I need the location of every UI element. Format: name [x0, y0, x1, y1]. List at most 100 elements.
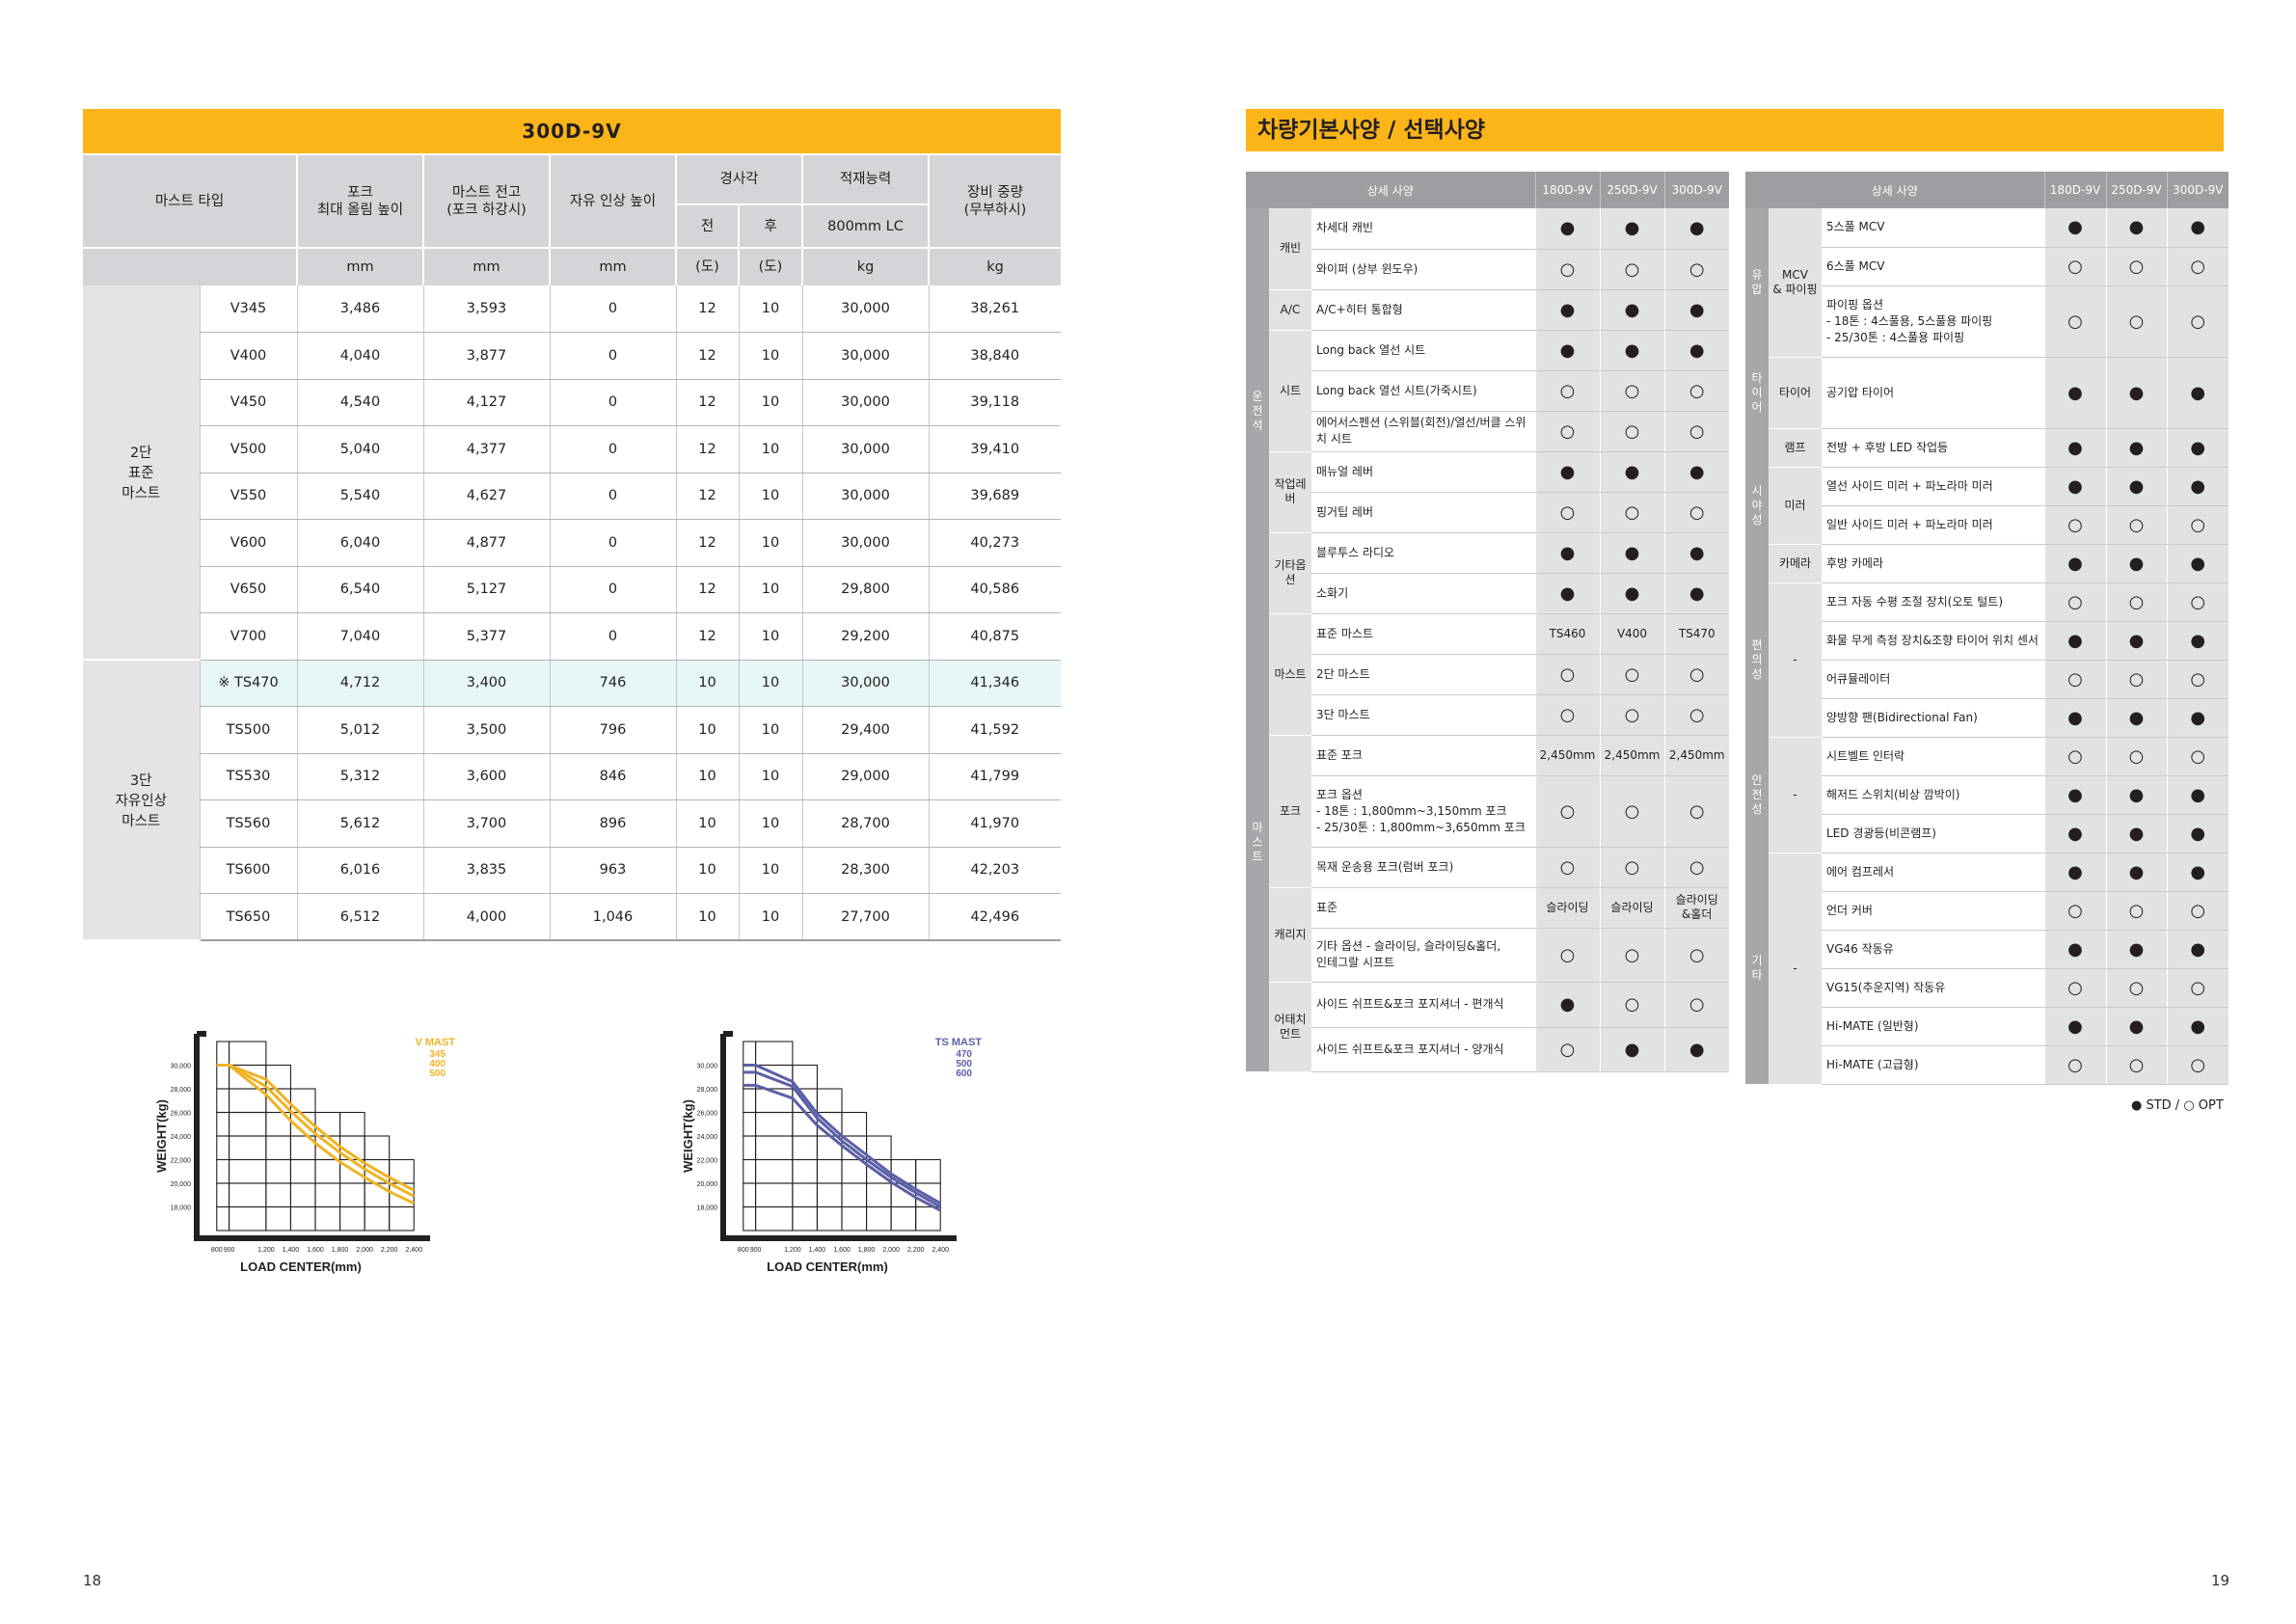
feature-item: 핑거팁 레버 — [1311, 492, 1536, 533]
std-mark: ● — [2105, 814, 2168, 853]
spec-value: 746 — [549, 660, 676, 707]
feature-row: 기타옵션 블루투스 라디오 ● ● ● — [1246, 532, 1730, 614]
feature-row: 카메라 후방 카메라 ● ● ● — [1745, 544, 2229, 583]
mast-model: TS560 — [199, 799, 297, 848]
grid-cell — [755, 1182, 794, 1208]
std-mark: ● — [2105, 621, 2168, 661]
spec-value: 5,127 — [422, 566, 550, 613]
spec-value: 30,000 — [801, 285, 929, 333]
grid-cell — [792, 1135, 818, 1161]
spec-value: 10 — [675, 847, 739, 894]
opt-mark: ○ — [1534, 249, 1601, 290]
spec-value: 846 — [549, 753, 676, 800]
feature-row: 언더 커버 ○ ○ ○ — [1745, 891, 2229, 931]
header-free-lift: 자유 인상 높이 — [549, 153, 676, 248]
table-row: TS600 6,016 3,835 963 10 10 28,300 42,203 — [83, 847, 1061, 894]
grid-cell — [265, 1064, 291, 1090]
grid-cell — [389, 1205, 415, 1232]
opt-mark: ○ — [2166, 891, 2229, 931]
unit-label: (도) — [738, 247, 802, 285]
feature-category: 편 의 성 — [1745, 582, 1769, 737]
spec-value: 12 — [675, 473, 739, 520]
std-mark: ● — [1534, 532, 1601, 574]
opt-mark: ○ — [1663, 775, 1730, 848]
header-model: 180D-9V — [1534, 172, 1601, 208]
feature-row: 포크 표준 포크 2,450mm 2,450mm 2,450mm — [1246, 735, 1730, 888]
feature-row: VG46 작동유 ● ● ● — [1745, 930, 2229, 969]
spec-value: 41,346 — [928, 660, 1061, 707]
feature-row: 3단 마스트 ○ ○ ○ — [1246, 694, 1730, 736]
y-axis-label: WEIGHT(kg) — [681, 1099, 695, 1173]
spec-value: 10 — [738, 379, 802, 426]
std-mark: ● — [2166, 775, 2229, 815]
grid-cell — [265, 1158, 291, 1184]
grid-cell — [216, 1064, 230, 1090]
x-tick-label: 900 — [224, 1247, 235, 1254]
header-units-blank — [83, 247, 297, 285]
spec-value: 4,540 — [296, 379, 423, 426]
feature-item: 차세대 캐빈 — [1311, 208, 1536, 250]
grid-cell — [841, 1111, 868, 1137]
chart-axis — [194, 1034, 430, 1241]
std-mark: ● — [1663, 289, 1730, 331]
feature-item: 시트벨트 인터락 — [1822, 737, 2045, 776]
y-tick-label: 30,000 — [171, 1064, 192, 1070]
y-tick-label: 24,000 — [171, 1134, 192, 1141]
feature-item: Long back 열선 시트 — [1311, 330, 1536, 371]
feature-value: V400 — [1599, 613, 1665, 655]
feature-category: 마 스 트 — [1246, 613, 1269, 1071]
feature-row: 작업레버 매뉴얼 레버 ● ● ● — [1246, 451, 1730, 533]
x-tick-label: 1,400 — [283, 1247, 300, 1254]
std-mark: ● — [2043, 698, 2107, 738]
mast-model: V450 — [199, 379, 297, 426]
legend-entry: 400 — [429, 1059, 446, 1069]
opt-mark: ○ — [1599, 928, 1665, 983]
x-tick-label: 1,400 — [809, 1247, 826, 1254]
grid-cell — [216, 1205, 230, 1232]
grid-cell — [915, 1205, 941, 1232]
feature-subcategory: 캐리지 — [1269, 887, 1311, 983]
spec-value: 3,400 — [422, 660, 550, 707]
header-tilt: 경사각 — [675, 153, 802, 204]
grid-cell — [816, 1158, 843, 1184]
spec-value: 10 — [738, 612, 802, 661]
grid-cell — [866, 1182, 892, 1208]
opt-mark: ○ — [1663, 249, 1730, 290]
feature-category: 유 압 — [1745, 208, 1769, 357]
opt-mark: ○ — [2043, 737, 2107, 776]
std-mark: ● — [1663, 573, 1730, 614]
grid-cell — [229, 1205, 267, 1232]
feature-item: 사이드 쉬프트&포크 포지셔너 - 편개식 — [1311, 982, 1536, 1028]
table-row: V400 4,040 3,877 0 12 10 30,000 38,840 — [83, 332, 1061, 380]
grid-cell — [755, 1205, 794, 1232]
header-mast-type: 마스트 타입 — [83, 153, 297, 248]
feature-item: 에어서스펜션 (스위블(회전)/열선/버클 스위치 시트 — [1311, 411, 1536, 452]
feature-subcategory: 포크 — [1269, 735, 1311, 888]
feature-subcategory: 마스트 — [1269, 613, 1311, 736]
table-row: V650 6,540 5,127 0 12 10 29,800 40,586 — [83, 566, 1061, 613]
feature-item: 해저드 스위치(비상 깜박이) — [1822, 775, 2045, 815]
spec-value: 0 — [549, 473, 676, 520]
feature-item: Long back 열선 시트(가죽시트) — [1311, 370, 1536, 412]
chart-title: V MAST — [415, 1037, 455, 1048]
opt-mark: ○ — [1534, 411, 1601, 452]
grid-cell — [915, 1158, 941, 1184]
feature-row: 핑거팁 레버 ○ ○ ○ — [1246, 492, 1730, 533]
spec-value: 3,593 — [422, 285, 550, 333]
spec-value: 4,377 — [422, 425, 550, 474]
spec-value: 10 — [738, 847, 802, 894]
spec-value: 12 — [675, 332, 739, 380]
table-row: 2단 표준 마스트 V345 3,486 3,593 0 12 10 30,000 38,261 — [83, 285, 1061, 661]
feature-item: 포크 옵션 - 18톤 : 1,800mm~3,150mm 포크 - 25/30… — [1311, 775, 1536, 848]
feature-item: 매뉴얼 레버 — [1311, 451, 1536, 493]
x-tick-label: 800 — [211, 1247, 223, 1254]
feature-item: 어큐뮬레이터 — [1822, 660, 2045, 699]
x-axis-label: LOAD CENTER(mm) — [767, 1259, 888, 1274]
spec-value: 0 — [549, 379, 676, 426]
opt-mark: ○ — [2043, 891, 2107, 931]
legend-entry: 500 — [956, 1059, 972, 1069]
feature-value: 2,450mm — [1534, 735, 1601, 776]
feature-subcategory: 시트 — [1269, 330, 1311, 452]
table-row: TS500 5,012 3,500 796 10 10 29,400 41,592 — [83, 706, 1061, 754]
spec-value: 30,000 — [801, 473, 929, 520]
